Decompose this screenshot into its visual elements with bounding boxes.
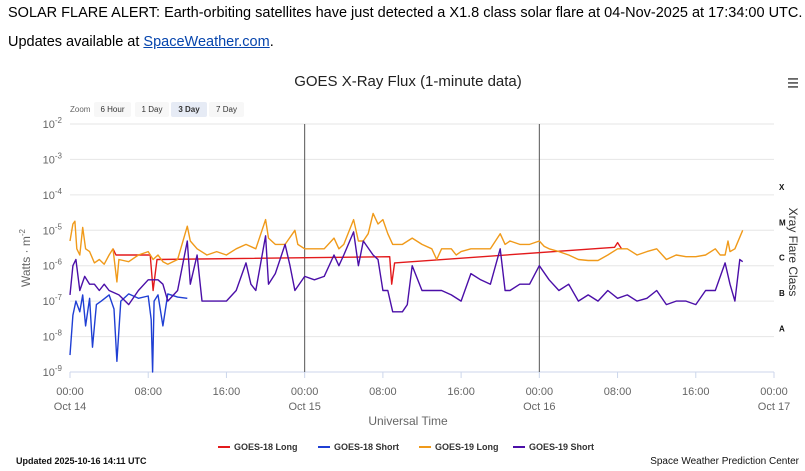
x-tick-date: Oct 14 <box>54 401 86 413</box>
chart-canvas: GOES X-Ray Flux (1-minute data) Zoom 6 H… <box>16 73 800 467</box>
x-tick-time: 00:00 <box>760 386 788 398</box>
legend-item[interactable]: GOES-19 Short <box>513 442 594 452</box>
x-tick-time: 16:00 <box>682 386 710 398</box>
flare-class-label: A <box>779 325 785 334</box>
y-tick-base: 10 <box>43 332 55 344</box>
credit-text: Space Weather Prediction Center <box>650 456 799 467</box>
legend-item[interactable]: GOES-19 Long <box>419 442 499 452</box>
solar-flare-alert: SOLAR FLARE ALERT: Earth-orbiting satell… <box>8 5 803 21</box>
y-tick-labels: 10-210-310-410-510-610-710-810-9 <box>43 116 63 379</box>
y-tick-exp: -9 <box>55 364 63 373</box>
series-line-goes-18-short <box>69 293 188 373</box>
zoom-button-bg <box>135 102 169 117</box>
legend-label: GOES-18 Long <box>234 442 298 452</box>
y-tick-exp: -8 <box>55 329 63 338</box>
grid-lines <box>69 123 775 378</box>
spaceweather-link[interactable]: SpaceWeather.com <box>143 34 270 50</box>
y-tick-label: 10-5 <box>43 222 63 237</box>
y-tick-exp: -4 <box>55 187 63 196</box>
y-tick-exp: -2 <box>55 116 63 125</box>
y-axis-title-base: Watts · m <box>19 236 33 287</box>
x-tick-time: 00:00 <box>56 386 84 398</box>
updates-suffix: . <box>269 34 274 50</box>
x-tick-time: 00:00 <box>526 386 554 398</box>
y-axis-title: Watts · m-2 <box>18 228 33 287</box>
legend-label: GOES-19 Short <box>529 442 594 452</box>
legend-label: GOES-19 Long <box>435 442 499 452</box>
x-axis-title: Universal Time <box>368 414 448 428</box>
legend: GOES-18 Long GOES-18 Short GOES-19 Long GOE… <box>218 442 594 452</box>
chart-title: GOES X-Ray Flux (1-minute data) <box>294 73 522 90</box>
zoom-label: Zoom <box>70 105 91 114</box>
zoom-button-bg <box>94 102 131 117</box>
zoom-button-6-hour[interactable]: 6 Hour <box>94 102 131 117</box>
y-tick-base: 10 <box>43 119 55 131</box>
legend-label: GOES-18 Short <box>334 442 399 452</box>
x-tick-date: Oct 16 <box>523 401 555 413</box>
zoom-button-label: 3 Day <box>178 105 200 114</box>
zoom-button-7-day[interactable]: 7 Day <box>209 102 244 117</box>
flare-class-label: C <box>779 254 785 263</box>
x-tick-date: Oct 17 <box>758 401 790 413</box>
y-tick-label: 10-4 <box>43 187 63 202</box>
y-tick-base: 10 <box>43 225 55 237</box>
updated-timestamp: Updated 2025-10-16 14:11 UTC <box>16 456 147 466</box>
legend-item[interactable]: GOES-18 Short <box>318 442 399 452</box>
y-tick-exp: -6 <box>55 258 63 267</box>
y-tick-label: 10-7 <box>43 293 63 308</box>
y-tick-label: 10-6 <box>43 258 63 273</box>
y-axis-title-exp: -2 <box>18 228 27 236</box>
y-tick-base: 10 <box>43 261 55 273</box>
hamburger-menu-icon[interactable] <box>788 78 798 88</box>
zoom-button-bg <box>209 102 244 117</box>
flare-class-label: M <box>779 218 786 227</box>
y-tick-exp: -3 <box>55 151 63 160</box>
zoom-button-1-day[interactable]: 1 Day <box>135 102 169 117</box>
flare-class-label: B <box>779 289 785 298</box>
x-tick-time: 16:00 <box>447 386 475 398</box>
y-tick-base: 10 <box>43 367 55 379</box>
zoom-button-label: 7 Day <box>216 105 237 114</box>
series-lines <box>69 212 744 373</box>
x-tick-time: 00:00 <box>291 386 319 398</box>
updates-prefix: Updates available at <box>8 34 144 50</box>
zoom-button-3-day[interactable]: 3 Day <box>171 102 207 117</box>
series-line-goes-19-long <box>69 212 744 283</box>
x-tick-time: 08:00 <box>134 386 162 398</box>
flare-class-label: X <box>779 183 785 192</box>
y-tick-exp: -7 <box>55 293 63 302</box>
legend-item[interactable]: GOES-18 Long <box>218 442 298 452</box>
xray-flux-chart: GOES X-Ray Flux (1-minute data) Zoom 6 H… <box>8 62 805 471</box>
y-tick-base: 10 <box>43 190 55 202</box>
y-tick-exp: -5 <box>55 222 63 231</box>
right-axis-title: Xray Flare Class <box>786 208 800 297</box>
zoom-button-label: 6 Hour <box>100 105 124 114</box>
x-tick-time: 16:00 <box>213 386 241 398</box>
x-tick-time: 08:00 <box>369 386 397 398</box>
y-tick-base: 10 <box>43 296 55 308</box>
y-tick-label: 10-2 <box>43 116 63 131</box>
updates-line: Updates available at SpaceWeather.com. <box>8 34 274 50</box>
series-line-goes-19-short <box>69 231 744 313</box>
x-tick-date: Oct 15 <box>288 401 320 413</box>
y-tick-label: 10-3 <box>43 151 63 166</box>
x-tick-time: 08:00 <box>604 386 632 398</box>
flare-class-labels: X M C B A <box>779 183 786 334</box>
y-tick-label: 10-8 <box>43 329 63 344</box>
zoom-button-label: 1 Day <box>142 105 163 114</box>
y-tick-label: 10-9 <box>43 364 63 379</box>
y-tick-base: 10 <box>43 154 55 166</box>
zoom-buttons: 6 Hour 1 Day 3 Day 7 Day <box>94 102 244 117</box>
x-tick-labels: 00:00 Oct 14 08:00 16:00 00:00 Oct 15 08:00 16:… <box>54 386 790 413</box>
zoom-button-bg <box>171 102 207 117</box>
